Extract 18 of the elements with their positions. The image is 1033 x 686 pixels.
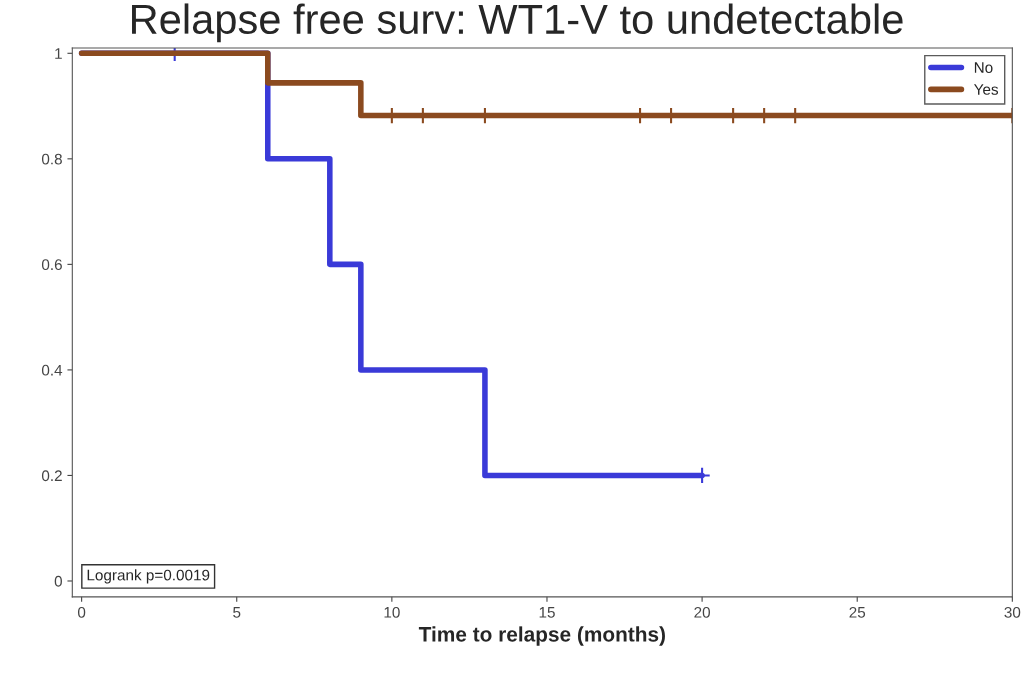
y-tick-label: 0.6 — [41, 259, 62, 271]
y-tick-label: 0 — [54, 575, 62, 587]
x-tick-label: 20 — [694, 606, 710, 618]
y-tick-label: 0.2 — [41, 470, 62, 482]
x-tick-label: 25 — [849, 606, 866, 618]
x-tick-label: 30 — [1004, 606, 1021, 618]
x-axis-title: Time to relapse (months) — [418, 626, 665, 646]
legend-label: No — [974, 62, 993, 73]
y-tick-label: 0.4 — [41, 364, 63, 376]
x-tick-label: 10 — [384, 606, 400, 618]
x-tick-label: 0 — [77, 606, 86, 618]
y-tick-label: 1 — [55, 48, 62, 59]
annotation: Logrank p=0.0019 — [87, 569, 210, 584]
legend-label: Yes — [974, 84, 999, 95]
y-tick-label: 0.8 — [41, 153, 62, 165]
chart-title: Relapse free surv: WT1-V to undetectable — [132, 3, 903, 43]
x-tick-label: 15 — [539, 607, 555, 618]
x-tick-label: 5 — [233, 607, 241, 618]
